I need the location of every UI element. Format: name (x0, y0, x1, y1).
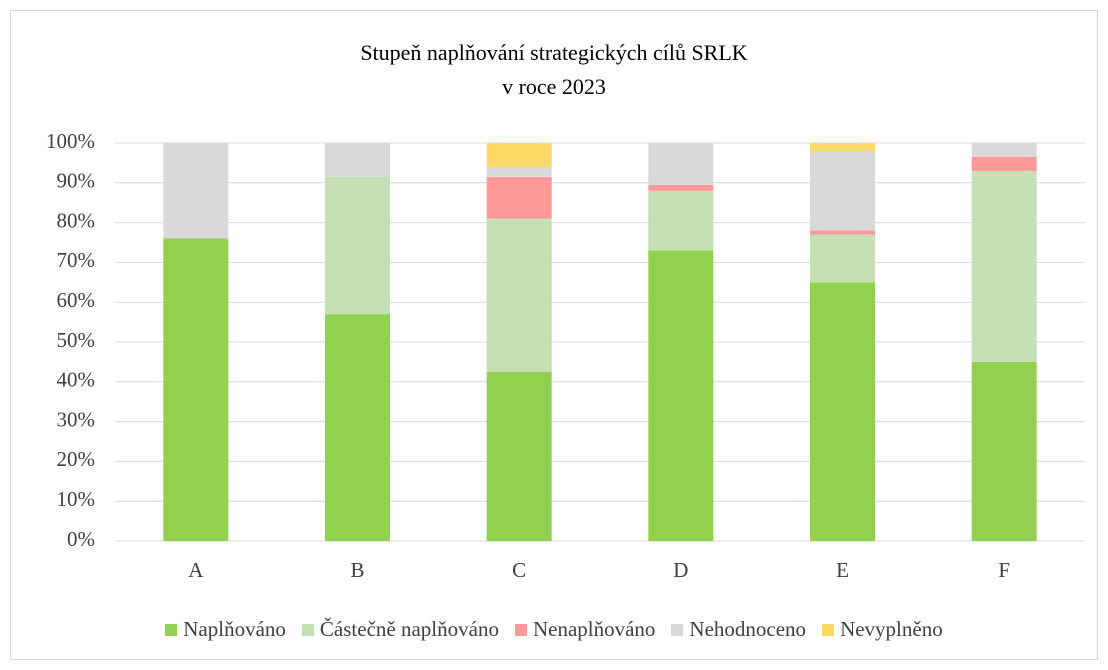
y-tick-label: 20% (57, 447, 96, 471)
bar-segment (486, 166, 552, 177)
bar-segment (810, 234, 875, 283)
y-tick-label: 80% (57, 208, 96, 232)
y-tick-label: 100% (46, 129, 95, 153)
x-tick-label: F (998, 558, 1010, 582)
bar-segment (163, 238, 229, 541)
y-tick-label: 40% (57, 368, 96, 392)
y-tick-label: 90% (57, 169, 96, 193)
x-tick-label: E (836, 558, 849, 582)
bar-segment (325, 143, 390, 177)
legend: Naplňováno Částečně naplňováno Nenaplňován… (0, 617, 1108, 642)
bar-segment (486, 218, 552, 372)
y-tick-label: 0% (67, 527, 95, 551)
chart-frame (10, 10, 1098, 660)
legend-swatch (822, 623, 835, 636)
legend-swatch (514, 623, 527, 636)
x-tick-label: D (673, 558, 688, 582)
legend-item: Nenaplňováno (514, 617, 656, 642)
legend-item: Nevyplněno (822, 617, 943, 642)
bar-segment (648, 250, 714, 541)
y-tick-label: 30% (57, 407, 96, 431)
bar-segment (810, 282, 875, 541)
bar-segment (325, 314, 390, 541)
bar-segment (648, 143, 714, 185)
bar-segment (648, 190, 714, 251)
legend-label: Nevyplněno (840, 617, 943, 641)
legend-label: Nehodnoceno (689, 617, 807, 641)
legend-swatch (301, 623, 314, 636)
legend-swatch (165, 623, 178, 636)
bar-segment (810, 230, 875, 235)
x-tick-label: C (512, 558, 526, 582)
bar-segment (486, 143, 552, 167)
bar-segment (971, 170, 1037, 362)
y-tick-label: 70% (57, 248, 96, 272)
x-tick-label: A (188, 558, 204, 582)
legend-swatch (671, 623, 684, 636)
legend-label: Nenaplňováno (532, 617, 656, 641)
chart-title: Stupeň naplňování strategických cílů SRL… (360, 40, 748, 99)
legend-label: Částečně naplňováno (319, 617, 499, 641)
legend-item: Částečně naplňováno (301, 617, 499, 642)
bar-segment (648, 184, 714, 191)
bar-segment (971, 143, 1037, 157)
bar-segment (486, 176, 552, 219)
bar-segment (325, 176, 390, 315)
y-tick-label: 10% (57, 487, 96, 511)
bar-segment (810, 143, 875, 151)
legend-item: Nehodnoceno (671, 617, 806, 642)
legend-label: Naplňováno (183, 617, 286, 641)
bar-segment (486, 371, 552, 541)
x-tick-label: B (350, 558, 364, 582)
legend-item: Naplňováno (165, 617, 286, 642)
y-tick-label: 50% (57, 328, 96, 352)
bar-segment (971, 361, 1037, 541)
bar-segment (971, 156, 1037, 171)
bar-segment (810, 150, 875, 231)
y-tick-label: 60% (57, 288, 96, 312)
bar-segment (163, 143, 229, 239)
